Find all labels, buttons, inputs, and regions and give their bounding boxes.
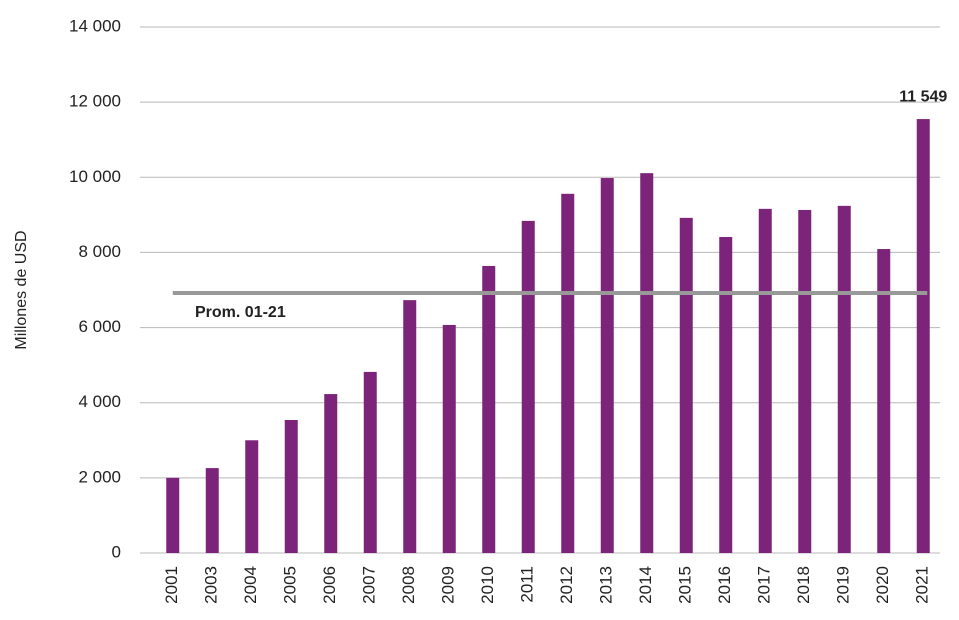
y-tick-label: 14 000 — [69, 16, 121, 35]
bar — [363, 371, 377, 553]
bar — [482, 265, 496, 553]
bar — [245, 440, 259, 553]
y-tick-label: 12 000 — [69, 92, 121, 111]
x-tick-label: 2006 — [320, 566, 339, 604]
bar — [679, 217, 693, 553]
bar — [521, 220, 535, 553]
bar — [916, 119, 930, 553]
bar — [324, 394, 338, 553]
x-tick-label: 2018 — [794, 566, 813, 604]
x-tick-label: 2005 — [281, 566, 300, 604]
bar — [442, 324, 456, 553]
x-tick-label: 2009 — [439, 566, 458, 604]
bar — [798, 209, 812, 554]
y-tick-label: 4 000 — [78, 392, 121, 411]
x-tick-label: 2008 — [399, 566, 418, 604]
x-tick-label: 2016 — [715, 566, 734, 604]
x-tick-label: 2012 — [557, 566, 576, 604]
bar — [640, 173, 654, 553]
x-tick-label: 2014 — [636, 566, 655, 604]
y-tick-label: 6 000 — [78, 317, 121, 336]
bar — [561, 193, 575, 553]
y-axis-title: Millones de USD — [13, 230, 30, 349]
x-tick-label: 2013 — [597, 566, 616, 604]
x-tick-label: 2021 — [913, 566, 932, 604]
bar — [600, 178, 614, 553]
x-tick-label: 2007 — [360, 566, 379, 604]
x-tick-label: 2017 — [755, 566, 774, 604]
x-tick-label: 2010 — [478, 566, 497, 604]
bar — [205, 468, 219, 553]
x-tick-label: 2011 — [518, 566, 537, 603]
bar — [877, 249, 891, 553]
y-tick-label: 10 000 — [69, 167, 121, 186]
x-tick-label: 2019 — [834, 566, 853, 604]
y-tick-label: 0 — [112, 542, 121, 561]
x-tick-label: 2001 — [162, 566, 181, 604]
bar — [837, 205, 851, 553]
bar — [719, 237, 733, 553]
x-tick-label: 2003 — [202, 566, 221, 604]
bar — [166, 477, 180, 553]
bar — [403, 300, 417, 553]
x-tick-label: 2015 — [676, 566, 695, 604]
x-tick-label: 2004 — [241, 566, 260, 604]
bar — [284, 419, 298, 553]
bar — [758, 208, 772, 554]
data-label: 11 549 — [899, 88, 947, 105]
x-tick-label: 2020 — [873, 566, 892, 604]
y-tick-label: 8 000 — [78, 242, 121, 261]
y-tick-label: 2 000 — [78, 467, 121, 486]
average-label: Prom. 01-21 — [195, 304, 286, 321]
